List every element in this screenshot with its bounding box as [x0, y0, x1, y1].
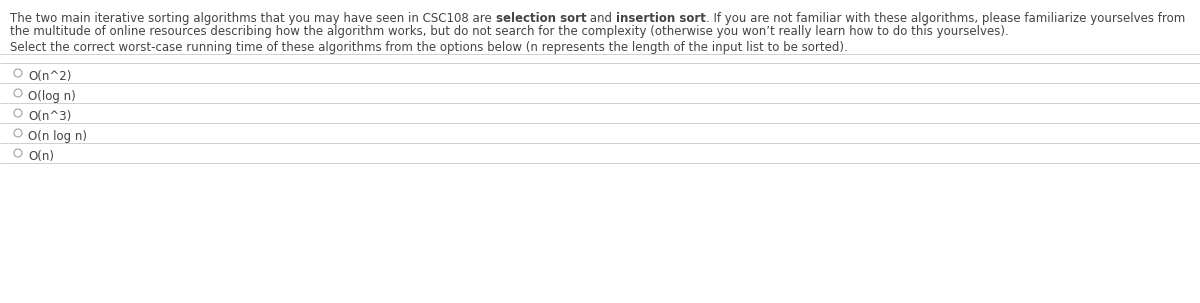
Text: Select the correct worst-case running time of these algorithms from the options : Select the correct worst-case running ti… — [10, 41, 847, 54]
Text: O(n): O(n) — [28, 150, 54, 163]
Text: and: and — [586, 12, 616, 25]
Text: the multitude of online resources describing how the algorithm works, but do not: the multitude of online resources descri… — [10, 25, 1009, 38]
Text: insertion sort: insertion sort — [616, 12, 706, 25]
Text: selection sort: selection sort — [496, 12, 586, 25]
Text: O(n^3): O(n^3) — [28, 110, 71, 123]
Text: The two main iterative sorting algorithms that you may have seen in CSC108 are: The two main iterative sorting algorithm… — [10, 12, 496, 25]
Text: . If you are not familiar with these algorithms, please familiarize yourselves f: . If you are not familiar with these alg… — [706, 12, 1186, 25]
Text: O(n^2): O(n^2) — [28, 70, 71, 83]
Text: O(log n): O(log n) — [28, 90, 76, 103]
Text: O(n log n): O(n log n) — [28, 130, 88, 143]
